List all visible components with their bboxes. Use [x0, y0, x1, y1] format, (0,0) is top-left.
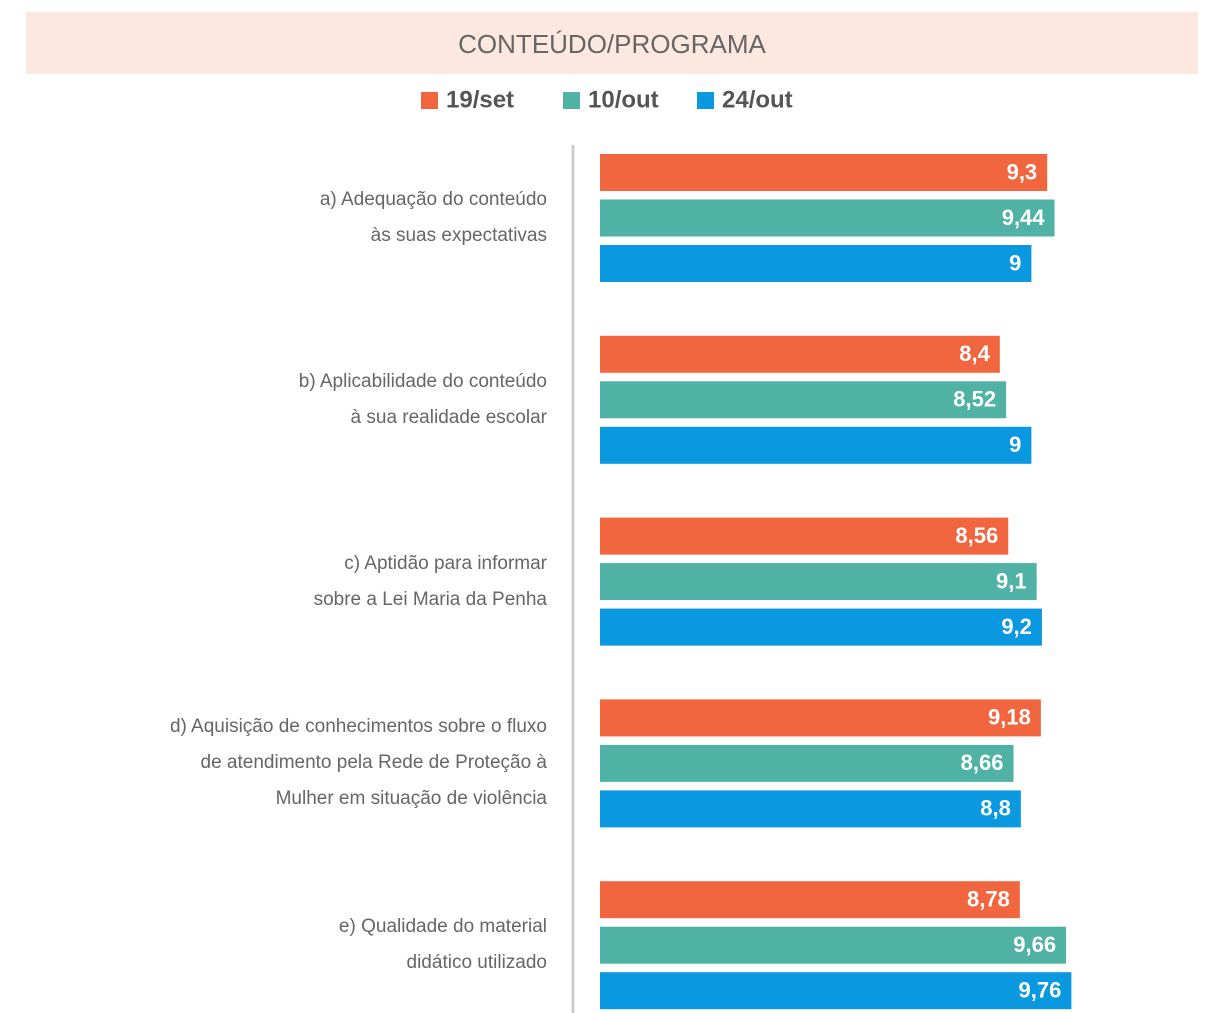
- value-label: 9: [1009, 432, 1021, 457]
- value-label: 9,76: [1019, 978, 1062, 1003]
- value-label: 9,66: [1013, 932, 1056, 957]
- value-label: 9,1: [996, 568, 1027, 593]
- value-label: 8,78: [967, 887, 1010, 912]
- value-label: 8,4: [959, 341, 990, 366]
- bar: [600, 699, 1041, 737]
- category-label: a) Adequação do conteúdo às suas expecta…: [319, 189, 547, 246]
- bar: [600, 563, 1037, 601]
- bar: [600, 608, 1042, 646]
- bar: [600, 154, 1048, 191]
- category-label: b) Aplicabilidade do conteúdo à sua real…: [298, 370, 547, 428]
- value-label: 8,8: [980, 796, 1011, 821]
- bar: [600, 199, 1055, 237]
- bar: [600, 245, 1032, 282]
- legend-label: 19/set: [446, 86, 514, 113]
- legend-swatch: [563, 92, 580, 109]
- value-label: 8,56: [955, 523, 998, 548]
- value-label: 8,52: [953, 387, 996, 412]
- bar: [600, 381, 1007, 419]
- bar: [600, 744, 1014, 782]
- value-label: 9,44: [1002, 205, 1046, 230]
- legend-label: 24/out: [722, 86, 793, 113]
- value-label: 9,2: [1001, 614, 1032, 639]
- legend-swatch: [697, 92, 714, 109]
- title-band: [26, 12, 1198, 74]
- chart-title: CONTEÚDO/PROGRAMA: [458, 29, 766, 59]
- bar: [600, 335, 1000, 373]
- bar: [600, 790, 1021, 828]
- bar: [600, 972, 1072, 1010]
- legend-swatch: [421, 92, 438, 109]
- category-label: d) Aquisição de conhecimentos sobre o fl…: [169, 716, 547, 810]
- value-label: 9,18: [988, 705, 1031, 730]
- value-label: 9,3: [1007, 159, 1038, 184]
- bar: [600, 517, 1009, 555]
- legend-label: 10/out: [588, 86, 659, 113]
- value-label: 8,66: [961, 750, 1004, 775]
- bar: [600, 881, 1020, 919]
- category-label: e) Qualidade do material didático utiliz…: [338, 916, 547, 974]
- category-label: c) Aptidão para informar sobre a Lei Mar…: [313, 552, 547, 610]
- value-label: 9: [1009, 250, 1021, 275]
- bar: [600, 426, 1032, 464]
- bar: [600, 926, 1067, 964]
